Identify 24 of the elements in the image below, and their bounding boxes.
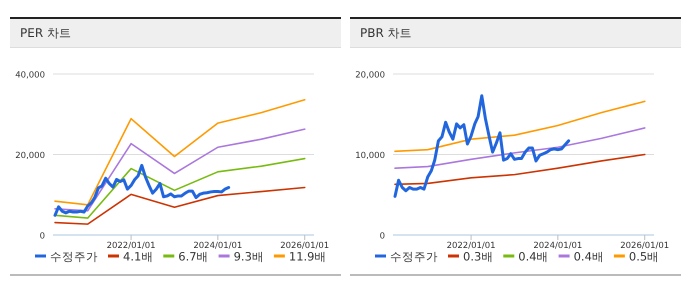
- legend-label: 수정주가: [50, 250, 98, 264]
- y-tick-label: 20,000: [355, 70, 385, 80]
- legend-label: 6.7배: [178, 250, 209, 264]
- chart-title: PER 차트: [10, 19, 341, 48]
- legend-label: 0.3배: [463, 250, 494, 264]
- x-tick-label: 2022/01/01: [106, 241, 156, 251]
- x-tick-label: 2024/01/01: [193, 241, 242, 251]
- legend-label: 0.5배: [628, 250, 660, 264]
- x-tick-label: 2022/01/01: [446, 241, 496, 251]
- legend-label: 0.4배: [518, 250, 549, 264]
- legend-label: 4.1배: [123, 250, 154, 264]
- y-tick-label: 40,000: [15, 70, 45, 80]
- legend-label: 0.4배: [574, 250, 604, 264]
- legend-label: 9.3배: [234, 250, 264, 264]
- y-tick-label: 0: [40, 232, 45, 242]
- legend-label: 11.9배: [288, 250, 326, 264]
- x-tick-label: 2024/01/01: [533, 241, 582, 251]
- chart-title: PBR 차트: [350, 19, 681, 48]
- y-tick-label: 0: [380, 232, 385, 242]
- x-tick-label: 2026/01/01: [280, 241, 330, 251]
- x-tick-label: 2026/01/01: [620, 241, 670, 251]
- y-tick-label: 10,000: [355, 151, 385, 161]
- legend-label: 수정주가: [390, 250, 438, 264]
- y-tick-label: 20,000: [15, 151, 45, 161]
